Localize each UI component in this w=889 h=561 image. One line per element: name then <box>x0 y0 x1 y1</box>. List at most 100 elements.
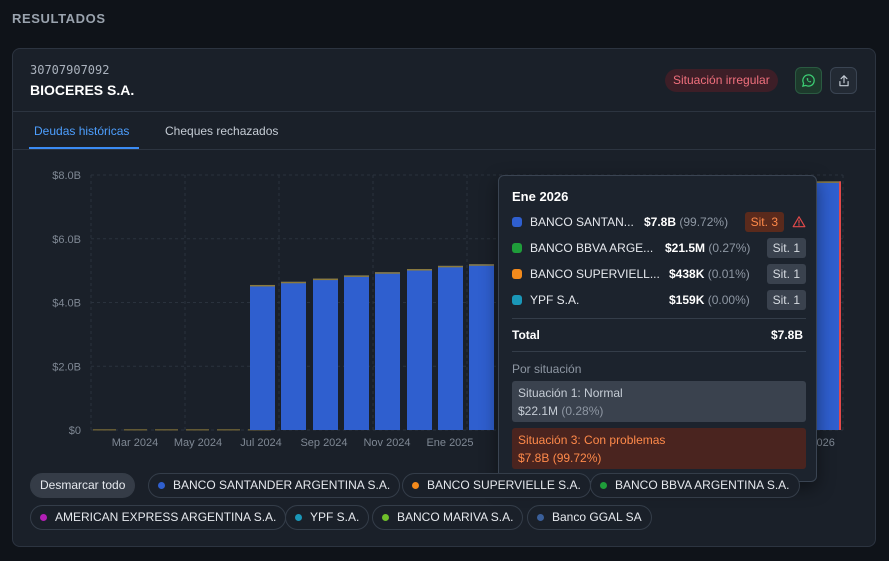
tooltip-bank-name: YPF S.A. <box>530 293 580 307</box>
share-icon <box>838 74 849 86</box>
bar[interactable] <box>344 275 369 430</box>
legend-color-dot <box>295 514 302 521</box>
active-tab-indicator <box>29 147 139 149</box>
tooltip-divider <box>512 318 806 319</box>
legend-label: BANCO SANTANDER ARGENTINA S.A. <box>173 478 391 492</box>
situacion-value: $7.8B (99.72%) <box>518 451 602 465</box>
bar-accent-segment <box>839 181 841 430</box>
tooltip-por-situacion-label: Por situación <box>512 362 582 376</box>
tooltip-bank-row: YPF S.A. $159K (0.00%) Sit. 1 <box>512 290 806 310</box>
bar-top-segment <box>814 181 841 183</box>
section-title: RESULTADOS <box>12 11 106 26</box>
tab-cheques-rechazados[interactable]: Cheques rechazados <box>165 124 279 138</box>
legend-color-dot <box>382 514 389 521</box>
cuit-number: 30707907092 <box>30 63 110 77</box>
warning-icon <box>792 216 806 228</box>
y-tick-label: $6.0B <box>52 234 81 246</box>
bar[interactable] <box>313 278 338 430</box>
tooltip-amount: $159K (0.00%) <box>669 293 750 307</box>
tooltip-bank-name: BANCO BBVA ARGE... <box>530 241 654 255</box>
tabs-divider <box>13 149 875 150</box>
legend-item[interactable]: BANCO BBVA ARGENTINA S.A. <box>590 473 800 498</box>
share-button[interactable] <box>830 67 857 94</box>
situacion-badge: Sit. 1 <box>766 290 806 310</box>
tooltip-amount: $438K (0.01%) <box>669 267 750 281</box>
bar-top-segment <box>250 284 275 287</box>
situacion-label: Situación 3: Con problemas <box>518 433 666 447</box>
x-tick-label: Ene 2025 <box>426 437 473 449</box>
tooltip-title: Ene 2026 <box>512 189 569 204</box>
bar[interactable] <box>217 429 240 431</box>
bar-top-segment <box>438 265 463 268</box>
clear-all-button[interactable]: Desmarcar todo <box>30 473 136 498</box>
bar[interactable] <box>814 181 841 430</box>
bar[interactable] <box>155 429 178 431</box>
bar[interactable] <box>407 269 432 430</box>
y-tick-label: $2.0B <box>52 361 81 373</box>
y-tick-label: $4.0B <box>52 298 81 310</box>
legend-item[interactable]: BANCO SANTANDER ARGENTINA S.A. <box>148 473 401 498</box>
legend-label: AMERICAN EXPRESS ARGENTINA S.A. <box>55 510 277 524</box>
legend-color-dot <box>158 482 165 489</box>
legend-item[interactable]: BANCO SUPERVIELLE S.A. <box>402 473 591 498</box>
legend-item[interactable]: BANCO MARIVA S.A. <box>372 505 524 530</box>
result-card: 30707907092 BIOCERES S.A. Situación irre… <box>12 48 876 547</box>
series-color-swatch <box>512 243 522 253</box>
whatsapp-button[interactable] <box>795 67 822 94</box>
legend-label: BANCO SUPERVIELLE S.A. <box>427 478 581 492</box>
bar-top-segment <box>407 269 432 271</box>
bar-top-segment <box>344 275 369 277</box>
bar[interactable] <box>438 265 463 430</box>
situacion-value: $22.1M (0.28%) <box>518 404 604 418</box>
legend-label: YPF S.A. <box>310 510 360 524</box>
situacion-badge: Sit. 1 <box>766 264 806 284</box>
bar-top-segment <box>313 278 338 281</box>
legend-item[interactable]: AMERICAN EXPRESS ARGENTINA S.A. <box>30 505 287 530</box>
bar[interactable] <box>250 284 275 430</box>
tooltip-bank-row: BANCO SANTAN... $7.8B (99.72%) Sit. 3 <box>512 212 806 232</box>
y-tick-label: $8.0B <box>52 170 81 182</box>
tooltip-bank-name: BANCO SUPERVIELL... <box>530 267 660 281</box>
bar[interactable] <box>375 272 400 430</box>
legend-color-dot <box>40 514 47 521</box>
bar[interactable] <box>469 264 494 430</box>
whatsapp-icon <box>801 74 815 88</box>
chart-tooltip: Ene 2026 BANCO SANTAN... $7.8B (99.72%) Si… <box>498 175 817 482</box>
legend-color-dot <box>600 482 607 489</box>
x-tick-label: Mar 2024 <box>112 437 158 449</box>
bar[interactable] <box>281 281 306 430</box>
legend-color-dot <box>412 482 419 489</box>
legend-item[interactable]: YPF S.A. <box>285 505 370 530</box>
tooltip-bank-name: BANCO SANTAN... <box>530 215 634 229</box>
tooltip-bank-row: BANCO SUPERVIELL... $438K (0.01%) Sit. 1 <box>512 264 806 284</box>
legend-item[interactable]: Banco GGAL SA <box>527 505 652 530</box>
y-tick-label: $0 <box>69 425 81 437</box>
legend-color-dot <box>537 514 544 521</box>
legend-label: BANCO MARIVA S.A. <box>397 510 514 524</box>
bar[interactable] <box>124 429 147 431</box>
bar[interactable] <box>93 429 116 431</box>
company-name: BIOCERES S.A. <box>30 82 135 98</box>
situacion-label: Situación 1: Normal <box>518 386 623 400</box>
tooltip-bank-row: BANCO BBVA ARGE... $21.5M (0.27%) Sit. 1 <box>512 238 806 258</box>
status-badge: Situación irregular <box>665 69 778 92</box>
x-tick-label: Jul 2024 <box>240 437 282 449</box>
bar[interactable] <box>186 429 209 431</box>
tooltip-amount: $7.8B (99.72%) <box>644 215 729 229</box>
tooltip-total-label: Total <box>512 328 540 342</box>
tooltip-total-value: $7.8B <box>770 328 803 342</box>
situacion-3-box: Situación 3: Con problemas $7.8B (99.72%… <box>512 428 806 469</box>
bar-top-segment <box>281 281 306 284</box>
series-color-swatch <box>512 295 522 305</box>
x-tick-label: Nov 2024 <box>363 437 410 449</box>
clear-all-label: Desmarcar todo <box>40 478 126 492</box>
x-tick-label: May 2024 <box>174 437 222 449</box>
situacion-badge: Sit. 1 <box>766 238 806 258</box>
header-divider <box>13 111 875 112</box>
situacion-badge: Sit. 3 <box>744 212 784 232</box>
tab-deudas-historicas[interactable]: Deudas históricas <box>34 124 130 138</box>
bar-top-segment <box>375 272 400 274</box>
tooltip-amount: $21.5M (0.27%) <box>665 241 751 255</box>
legend-label: Banco GGAL SA <box>552 510 642 524</box>
tooltip-divider <box>512 351 806 352</box>
